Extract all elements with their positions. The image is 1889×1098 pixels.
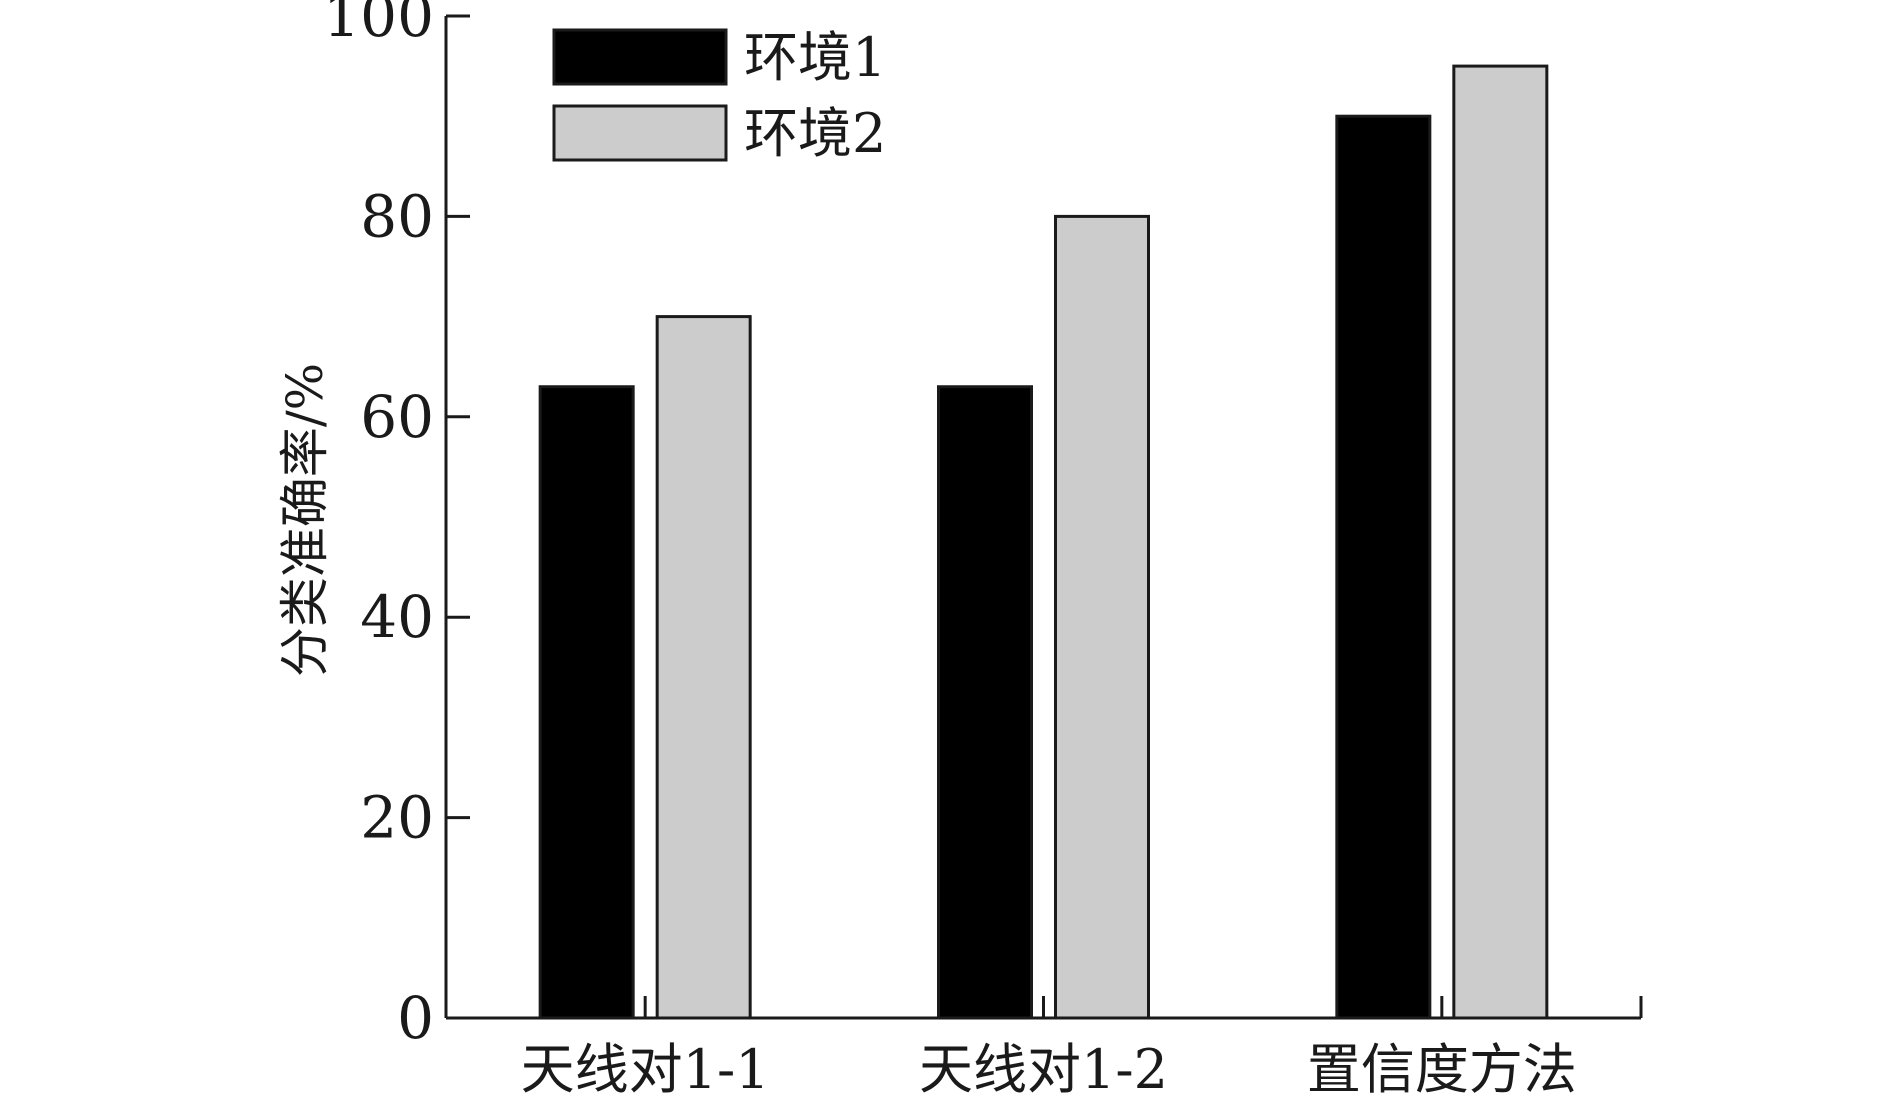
legend-swatch (552, 28, 728, 86)
x-tick-label: 天线对1-1 (521, 1038, 770, 1098)
legend-label: 环境1 (744, 26, 886, 89)
bar (1335, 114, 1432, 1020)
bars (538, 64, 1643, 1020)
bar (1452, 64, 1549, 1020)
y-tick-label: 40 (360, 583, 434, 651)
legend-swatch (552, 104, 728, 162)
y-tick-label: 0 (397, 984, 434, 1052)
bar (538, 385, 635, 1020)
y-tick-label: 100 (323, 0, 434, 50)
legend-label: 环境2 (744, 102, 886, 165)
bar (655, 315, 752, 1020)
x-tick-label: 置信度方法 (1307, 1038, 1577, 1098)
x-axis-labels: 天线对1-1 天线对1-2 置信度方法 (521, 1038, 1577, 1098)
bar (937, 385, 1033, 1020)
y-axis-ticks: 0 20 40 60 80 100 (323, 0, 470, 1052)
y-tick-label: 20 (360, 784, 434, 852)
x-tick-label: 天线对1-2 (919, 1038, 1168, 1098)
bar (1054, 214, 1150, 1020)
y-tick-label: 80 (360, 182, 434, 250)
y-axis-title: 分类准确率/% (276, 363, 334, 677)
y-tick-label: 60 (360, 383, 434, 451)
